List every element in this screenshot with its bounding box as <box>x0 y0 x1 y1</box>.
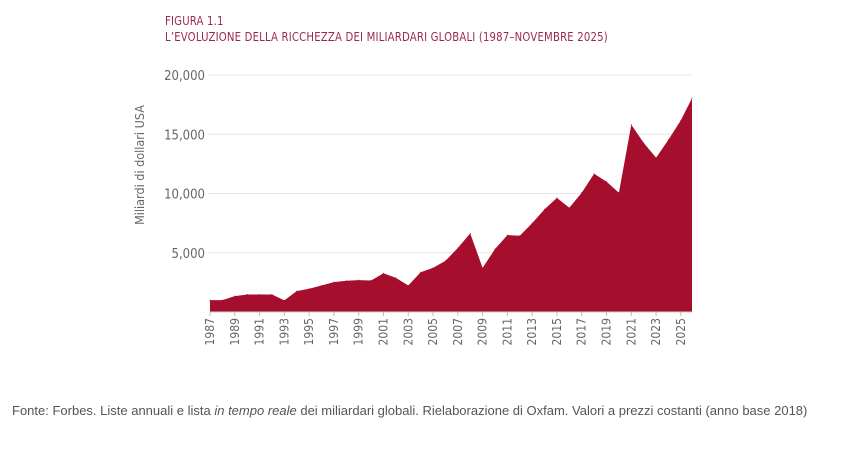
data-point <box>221 299 223 301</box>
data-point <box>519 235 521 237</box>
data-point <box>271 293 273 295</box>
data-point <box>531 222 533 224</box>
data-point <box>593 173 595 175</box>
y-tick-label: 15,000 <box>164 128 205 143</box>
data-point <box>655 157 657 159</box>
x-tick-label: 1989 <box>228 318 242 346</box>
data-point <box>209 299 211 301</box>
x-tick-label: 2017 <box>575 318 589 345</box>
x-tick-label: 2013 <box>525 318 539 345</box>
data-point <box>333 281 335 283</box>
x-tick-label: 2003 <box>401 318 415 345</box>
data-point <box>407 284 409 286</box>
x-tick-label: 2007 <box>451 318 465 345</box>
data-point <box>395 277 397 279</box>
x-tick-label: 2011 <box>500 318 514 345</box>
x-tick-label: 1987 <box>203 318 217 345</box>
data-point <box>680 119 682 121</box>
data-point <box>283 299 285 301</box>
x-tick-label: 2021 <box>624 318 638 345</box>
data-point <box>506 234 508 236</box>
data-point <box>469 232 471 234</box>
data-point <box>259 293 261 295</box>
x-tick-label: 2015 <box>550 318 564 345</box>
data-point <box>691 97 693 99</box>
figure-label: FIGURA 1.1 <box>165 13 224 28</box>
data-point <box>643 142 645 144</box>
data-point <box>457 247 459 249</box>
x-tick-label: 1991 <box>253 318 267 345</box>
data-point <box>606 181 608 183</box>
data-point <box>370 279 372 281</box>
data-point <box>296 290 298 292</box>
figure-header: FIGURA 1.1 L’EVOLUZIONE DELLA RICCHEZZA … <box>165 13 608 45</box>
data-point <box>667 139 669 141</box>
data-point <box>630 124 632 126</box>
data-point <box>308 288 310 290</box>
y-tick-label: 20,000 <box>164 69 205 84</box>
data-point <box>345 280 347 282</box>
x-tick-label: 1995 <box>302 318 316 345</box>
source-text: Fonte: Forbes. Liste annuali e lista <box>12 403 215 418</box>
source-text-end: dei miliardari globali. Rielaborazione d… <box>296 403 808 418</box>
chart-title: L’EVOLUZIONE DELLA RICCHEZZA DEI MILIARD… <box>165 29 608 44</box>
x-tick-label: 2005 <box>426 318 440 345</box>
x-tick-label: 2025 <box>674 318 688 345</box>
x-tick-label: 2009 <box>476 318 490 346</box>
data-point <box>556 197 558 199</box>
x-tick-label: 2001 <box>376 318 390 345</box>
y-axis-label: Miliardi di dollari USA <box>132 105 147 225</box>
data-point <box>494 248 496 250</box>
x-tick-label: 2019 <box>600 318 614 346</box>
x-tick-label: 2023 <box>649 318 663 345</box>
x-tick-label: 1999 <box>352 318 366 346</box>
data-point <box>618 192 620 194</box>
data-point <box>382 272 384 274</box>
data-point <box>246 293 248 295</box>
data-point <box>321 284 323 286</box>
x-tick-label: 1997 <box>327 318 341 345</box>
data-point <box>444 260 446 262</box>
data-point <box>432 267 434 269</box>
source-note: Fonte: Forbes. Liste annuali e lista in … <box>12 402 852 420</box>
data-point <box>358 279 360 281</box>
data-point <box>420 271 422 273</box>
data-point <box>482 267 484 269</box>
source-italic: in tempo reale <box>214 403 297 418</box>
y-tick-label: 10,000 <box>164 188 205 203</box>
data-point <box>234 295 236 297</box>
x-tick-label: 1993 <box>277 318 291 345</box>
y-tick-label: 5,000 <box>172 247 205 262</box>
data-point <box>568 207 570 209</box>
area-series <box>210 98 692 312</box>
data-point <box>544 208 546 210</box>
data-point <box>581 192 583 194</box>
